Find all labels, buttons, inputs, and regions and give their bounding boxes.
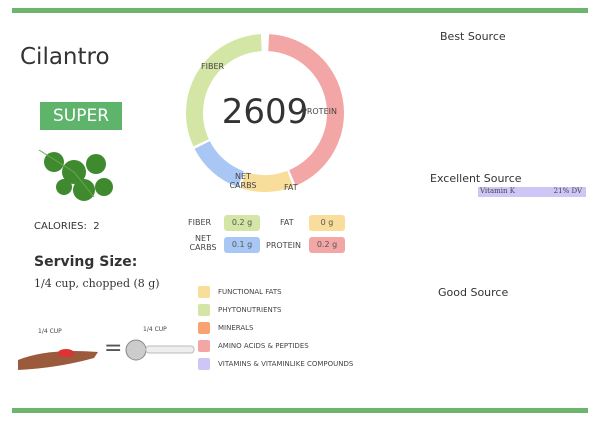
donut-label-protein: PROTEIN xyxy=(302,107,337,116)
legend-label: FUNCTIONAL FATS xyxy=(218,288,282,296)
excellent-source-heading: Excellent Source xyxy=(430,172,522,185)
donut-segment-net-carbs xyxy=(194,141,244,188)
fat-value: 0 g xyxy=(309,215,345,231)
donut-segment-fat xyxy=(240,170,294,193)
top-divider xyxy=(12,8,588,13)
cup-label-right: 1/4 CUP xyxy=(143,326,167,333)
protein-label: PROTEIN xyxy=(266,241,301,250)
legend-label: VITAMINS & VITAMINLIKE COMPOUNDS xyxy=(218,360,354,368)
calories: CALORIES: 2 xyxy=(34,221,100,232)
legend-label: AMINO ACIDS & PEPTIDES xyxy=(218,342,309,350)
legend-swatch xyxy=(198,286,210,298)
legend-label: MINERALS xyxy=(218,324,254,332)
donut-label-net-carbs: NET CARBS xyxy=(229,172,257,190)
fat-label: FAT xyxy=(280,218,294,227)
rating-badge: SUPER xyxy=(40,102,122,130)
cilantro-image xyxy=(38,149,113,201)
hand-image xyxy=(18,349,98,370)
serving-title: Serving Size: xyxy=(34,254,138,270)
legend-label: PHYTONUTRIENTS xyxy=(218,306,282,314)
donut-label-fiber: FIBER xyxy=(201,62,225,71)
fiber-value: 0.2 g xyxy=(224,215,260,231)
donut-segment-protein xyxy=(268,34,344,186)
total-score: 2609 xyxy=(221,92,309,132)
fiber-label: FIBER xyxy=(188,218,212,227)
source-item-vitamin-k: Vitamin K 21% DV xyxy=(478,187,586,197)
legend-swatch xyxy=(198,358,210,370)
nutrient-dv: 21% DV xyxy=(553,187,582,195)
best-source-heading: Best Source xyxy=(440,30,506,43)
equals-sign: = xyxy=(104,336,123,361)
legend-swatch xyxy=(198,340,210,352)
legend-swatch xyxy=(198,322,210,334)
good-source-heading: Good Source xyxy=(438,286,509,299)
bottom-divider xyxy=(12,408,588,413)
serving-size: 1/4 cup, chopped (8 g) xyxy=(34,277,160,290)
cup-label-left: 1/4 CUP xyxy=(38,328,62,335)
donut-segment-fiber xyxy=(186,34,262,147)
nutrient-name: Vitamin K xyxy=(480,187,515,195)
net-carbs-value: 0.1 g xyxy=(224,237,260,253)
food-title: Cilantro xyxy=(20,44,110,70)
donut-label-fat: FAT xyxy=(284,183,298,192)
protein-value: 0.2 g xyxy=(309,237,345,253)
net-carbs-label: NET CARBS xyxy=(189,234,217,252)
measuring-cup-icon xyxy=(125,339,195,361)
macro-donut-chart xyxy=(186,34,344,193)
legend-swatch xyxy=(198,304,210,316)
